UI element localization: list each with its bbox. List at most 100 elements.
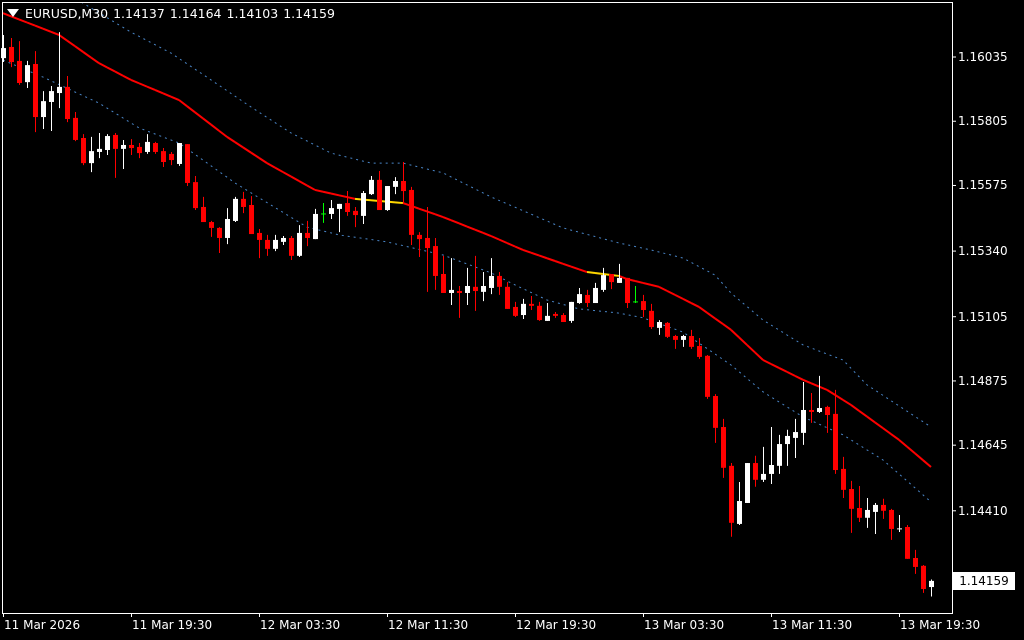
ma-down-segment bbox=[266, 162, 276, 169]
candle-body bbox=[401, 180, 406, 192]
candle-body bbox=[553, 313, 558, 316]
candle bbox=[409, 186, 414, 245]
candle-body bbox=[665, 322, 670, 337]
candle bbox=[497, 272, 502, 295]
ohlc-open: 1.14137 bbox=[113, 5, 165, 21]
candle-body bbox=[17, 60, 22, 83]
candle-body bbox=[105, 136, 110, 151]
ma-down-segment bbox=[258, 157, 268, 164]
candle-body bbox=[305, 232, 310, 238]
candle bbox=[489, 258, 494, 295]
candle-body bbox=[33, 63, 38, 118]
ma-down-segment bbox=[522, 249, 532, 254]
ma-down-segment bbox=[154, 89, 164, 95]
candle-body bbox=[897, 528, 902, 530]
candle-body bbox=[217, 227, 222, 238]
candle-body bbox=[273, 239, 278, 249]
candle bbox=[649, 303, 654, 330]
candle bbox=[473, 255, 478, 311]
ma-down-segment bbox=[882, 427, 892, 435]
candle bbox=[809, 392, 814, 423]
ma-down-segment bbox=[562, 262, 572, 268]
candle bbox=[65, 76, 70, 123]
candle bbox=[521, 298, 526, 319]
candle-body bbox=[545, 315, 550, 321]
ma-down-segment bbox=[850, 404, 860, 412]
candle-body bbox=[257, 232, 262, 240]
candle-body bbox=[801, 409, 806, 433]
upper-band-line bbox=[81, 3, 932, 428]
ma-down-segment bbox=[642, 281, 652, 286]
candle bbox=[369, 175, 374, 195]
candle-body bbox=[585, 294, 590, 304]
candle bbox=[81, 134, 86, 166]
ma-down-segment bbox=[842, 399, 852, 406]
candle bbox=[225, 208, 230, 245]
candle bbox=[257, 229, 262, 259]
ma-down-segment bbox=[314, 188, 324, 193]
chart-header: EURUSD,M30 1.14137 1.14164 1.14103 1.141… bbox=[4, 4, 340, 22]
ma-down-segment bbox=[130, 78, 140, 85]
candle bbox=[161, 148, 166, 168]
candle bbox=[353, 206, 358, 228]
ma-down-segment bbox=[450, 219, 460, 225]
candle-body bbox=[465, 285, 470, 293]
candle-body bbox=[905, 526, 910, 559]
ma-down-segment bbox=[218, 129, 228, 138]
candle-body bbox=[641, 301, 646, 311]
ma-down-segment bbox=[802, 378, 812, 385]
ma-down-segment bbox=[426, 210, 436, 216]
candle bbox=[249, 196, 254, 235]
candle-body bbox=[65, 86, 70, 120]
ma-down-segment bbox=[178, 99, 188, 107]
candle bbox=[361, 191, 366, 225]
ma-down-segment bbox=[330, 192, 340, 197]
candle-body bbox=[921, 565, 926, 589]
candle-body bbox=[441, 273, 446, 293]
triangle-down-icon[interactable] bbox=[7, 9, 19, 17]
candle bbox=[585, 289, 590, 307]
ma-down-segment bbox=[26, 21, 36, 27]
candle bbox=[529, 296, 534, 311]
candle-body bbox=[337, 203, 342, 209]
candle bbox=[321, 203, 326, 223]
candle bbox=[593, 282, 598, 304]
ma-down-segment bbox=[210, 123, 220, 132]
candle-body bbox=[449, 289, 454, 293]
candle-body bbox=[153, 143, 158, 152]
candle-body bbox=[25, 65, 30, 83]
candle-body bbox=[201, 206, 206, 223]
candle-body bbox=[265, 239, 270, 249]
candle bbox=[633, 285, 638, 304]
ma-down-segment bbox=[58, 34, 68, 42]
candle-body bbox=[609, 273, 614, 283]
candle bbox=[89, 136, 94, 173]
price-tick-label: 1.16035 bbox=[958, 50, 1008, 64]
candle bbox=[345, 191, 350, 216]
candle-body bbox=[505, 286, 510, 309]
time-tick-label: 12 Mar 11:30 bbox=[388, 618, 469, 632]
candle bbox=[881, 498, 886, 519]
time-tick-label: 13 Mar 03:30 bbox=[644, 618, 725, 632]
time-tick-label: 13 Mar 19:30 bbox=[900, 618, 981, 632]
candle bbox=[665, 322, 670, 338]
candle bbox=[433, 237, 438, 290]
ma-down-segment bbox=[722, 323, 732, 331]
candle-body bbox=[89, 151, 94, 164]
ma-down-segment bbox=[898, 439, 908, 448]
candle-body bbox=[673, 335, 678, 340]
candle-body bbox=[457, 291, 462, 293]
candle bbox=[785, 429, 790, 466]
ma-down-segment bbox=[906, 445, 916, 455]
time-tick-label: 11 Mar 2026 bbox=[4, 618, 81, 632]
candle bbox=[537, 301, 542, 321]
candle bbox=[841, 456, 846, 498]
ma-down-segment bbox=[786, 370, 796, 377]
candle-body bbox=[857, 508, 862, 518]
candle bbox=[17, 41, 22, 85]
ma-down-segment bbox=[162, 92, 172, 98]
candle bbox=[769, 427, 774, 484]
candle bbox=[401, 162, 406, 204]
ma-down-segment bbox=[738, 336, 748, 346]
